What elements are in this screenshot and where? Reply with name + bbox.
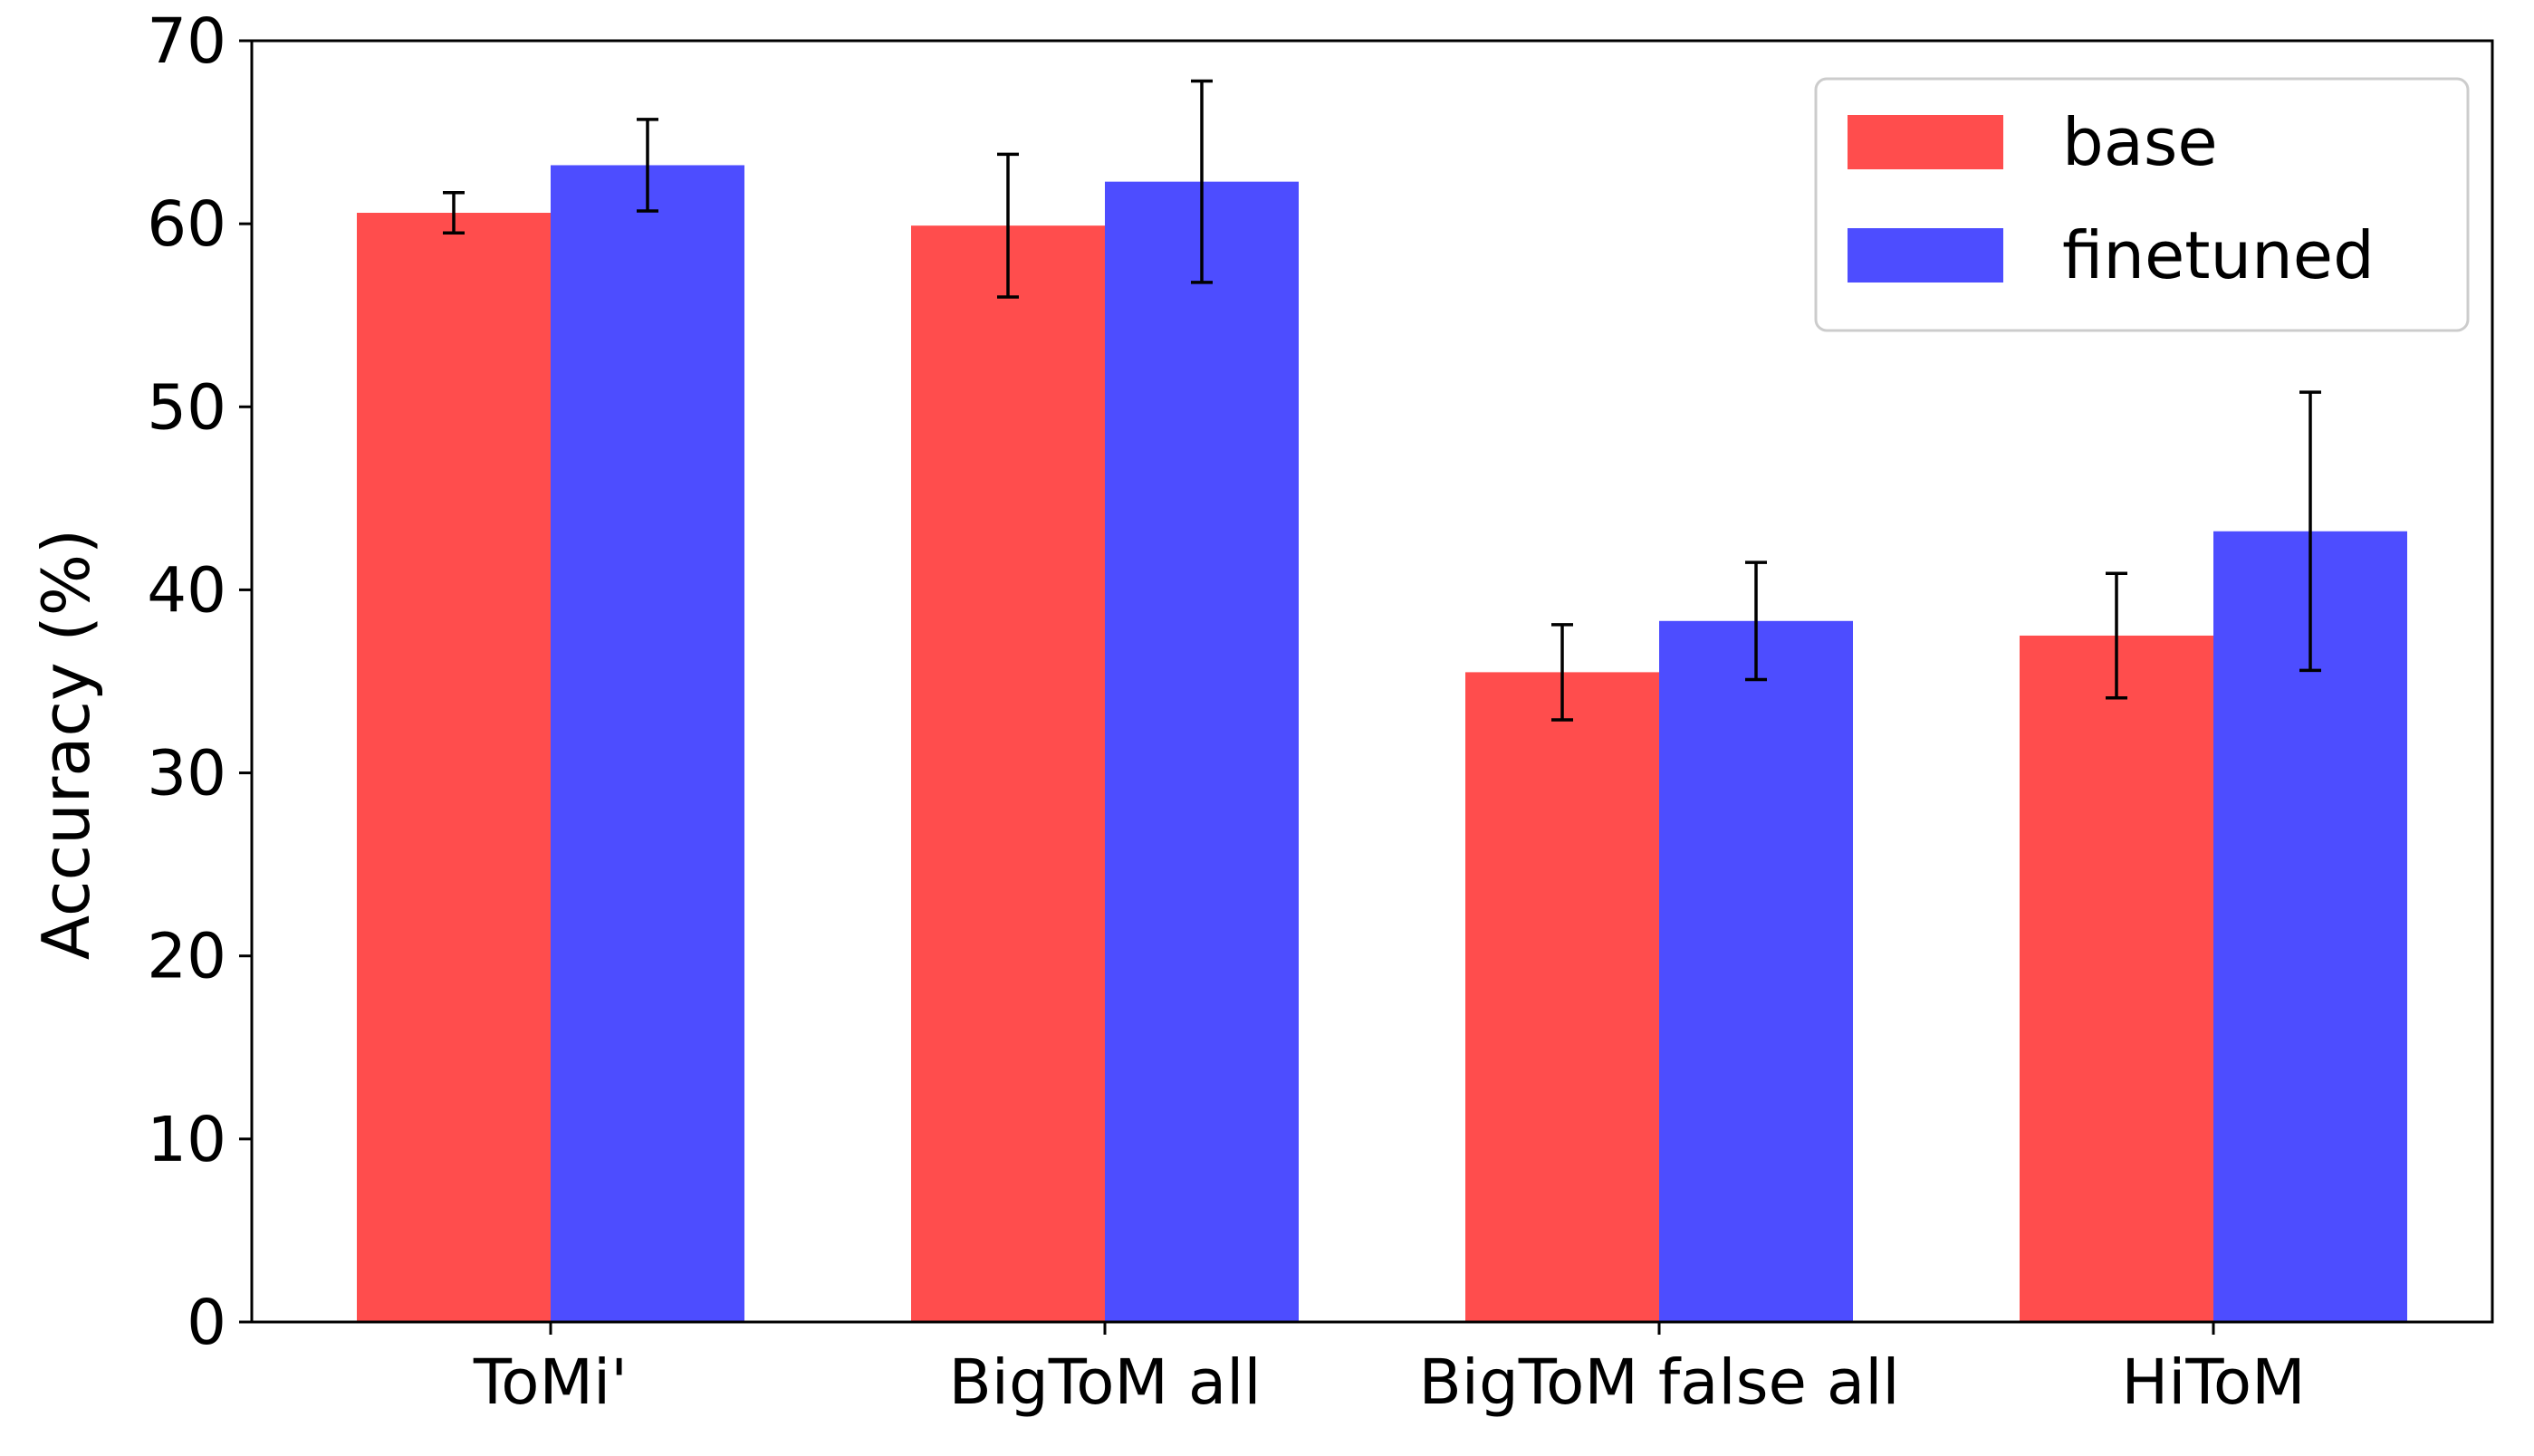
y-tick-label: 40: [147, 554, 226, 627]
plot-area: 0 10 20 30 40 50 60 70 ToMi' BigToM all BigToM fal…: [147, 5, 2494, 1419]
y-tick-label: 30: [147, 738, 226, 810]
y-tick-label: 20: [147, 921, 226, 993]
y-tick-label: 70: [147, 5, 226, 78]
bar-base-2: [1465, 672, 1659, 1322]
x-tick-label: BigToM false all: [1418, 1346, 1899, 1419]
bar-base-3: [2020, 635, 2213, 1322]
axes-frame: [250, 39, 2494, 1324]
y-tick-label: 50: [147, 371, 226, 444]
bar-finetuned-2: [1659, 620, 1853, 1322]
bar-base-0: [357, 213, 551, 1322]
x-tick-label: HiToM: [2121, 1346, 2305, 1419]
legend-label-finetuned: finetuned: [2062, 217, 2375, 293]
bar-base-1: [911, 225, 1105, 1322]
y-tick-label: 10: [147, 1104, 226, 1176]
legend-label-base: base: [2062, 104, 2218, 180]
y-axis-label: Accuracy (%): [28, 529, 104, 960]
legend-swatch-finetuned: [1848, 228, 2003, 283]
y-tick-label: 60: [147, 188, 226, 261]
legend-swatch-base: [1848, 115, 2003, 169]
y-tick-label: 0: [187, 1287, 226, 1359]
legend: base finetuned: [1814, 77, 2470, 332]
x-tick-label: BigToM all: [948, 1346, 1261, 1419]
bar-finetuned-1: [1105, 181, 1299, 1322]
bar-finetuned-0: [551, 165, 744, 1322]
x-tick-label: ToMi': [473, 1346, 628, 1419]
